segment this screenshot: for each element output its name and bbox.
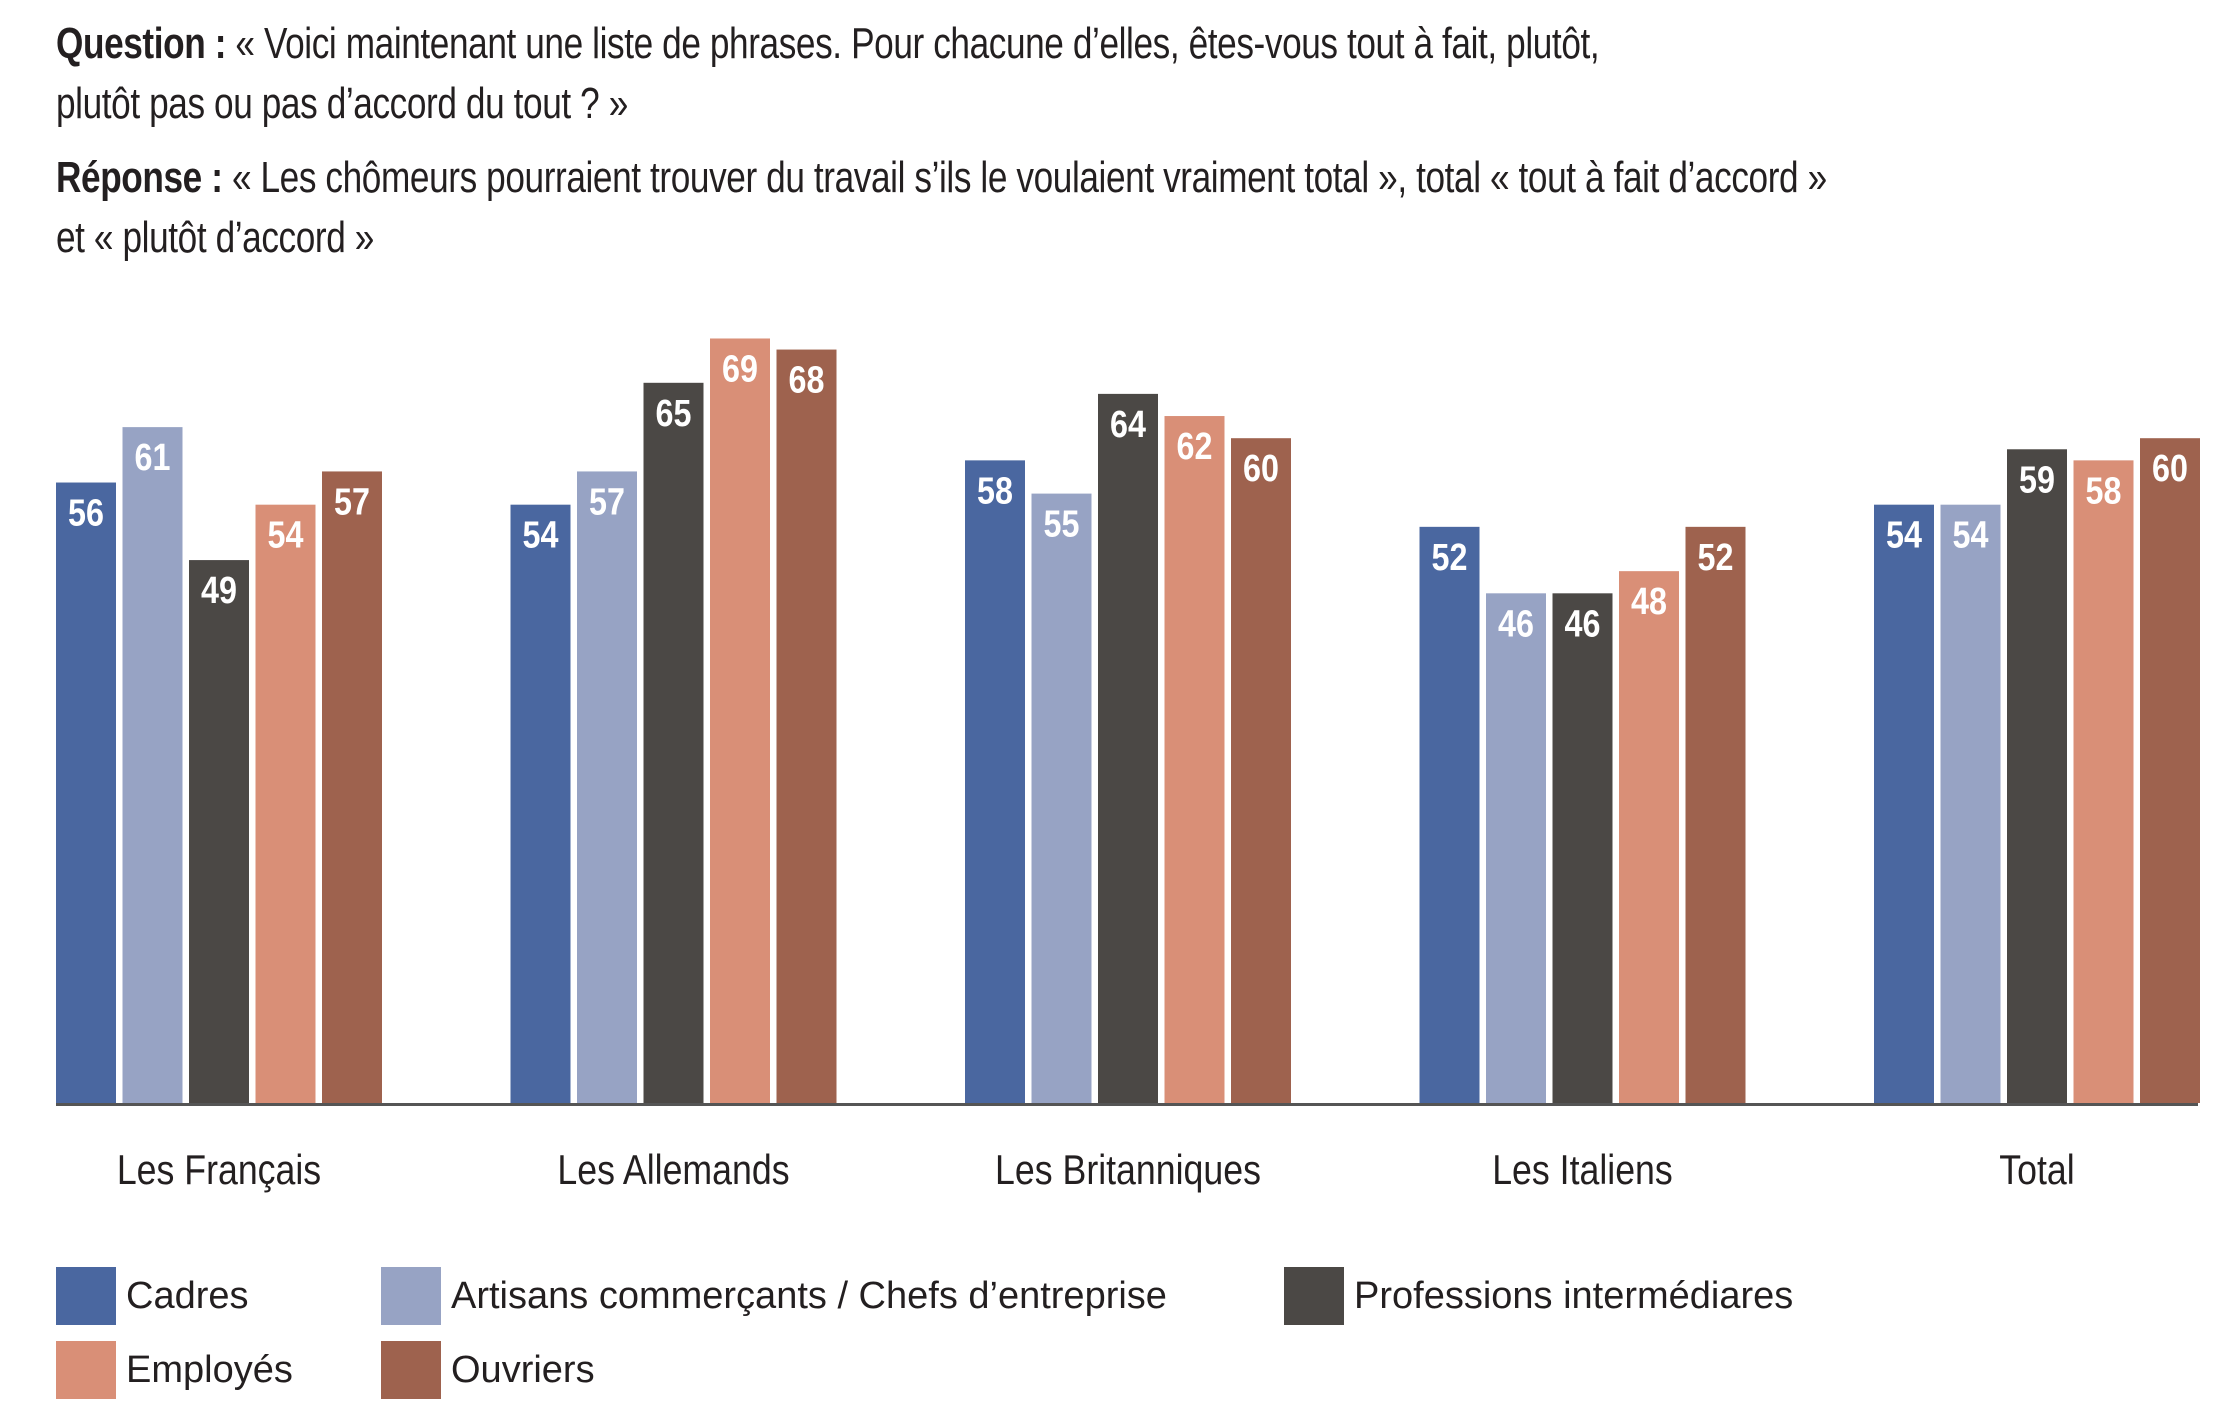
- bar: [776, 349, 837, 1103]
- legend-swatch: [381, 1267, 441, 1325]
- legend-swatch: [1284, 1267, 1344, 1325]
- bar: [1486, 593, 1546, 1103]
- data-label: 62: [1177, 426, 1213, 468]
- bar: [1098, 393, 1158, 1103]
- legend-swatch: [56, 1267, 116, 1325]
- data-label: 57: [589, 481, 625, 523]
- data-label: 65: [656, 392, 692, 434]
- question-label: Question :: [56, 19, 227, 68]
- legend-label: Ouvriers: [451, 1348, 595, 1391]
- bar: [2007, 449, 2067, 1103]
- question-line-2: plutôt pas ou pas d’accord du tout ? »: [56, 79, 628, 128]
- data-label: 49: [201, 570, 237, 612]
- bar: [122, 427, 183, 1103]
- data-label: 64: [1110, 403, 1146, 445]
- legend-label: Artisans commerçants / Chefs d’entrepris…: [451, 1274, 1167, 1317]
- data-label: 54: [268, 514, 304, 556]
- data-label: 54: [523, 514, 559, 556]
- data-label: 52: [1432, 536, 1468, 578]
- data-label: 54: [1886, 514, 1922, 556]
- question-line-1: Question : « Voici maintenant une liste …: [56, 14, 2216, 74]
- data-label: 46: [1498, 603, 1534, 645]
- x-tick-label: Les Britanniques: [995, 1147, 1261, 1193]
- response-label: Réponse :: [56, 153, 223, 202]
- data-label: 60: [1243, 448, 1279, 490]
- bar: [255, 504, 316, 1103]
- data-label: 54: [1953, 514, 1989, 556]
- bar: [510, 504, 571, 1103]
- x-tick-label: Les Italiens: [1492, 1147, 1673, 1193]
- bar: [710, 338, 770, 1104]
- bar: [1552, 593, 1613, 1103]
- bar: [189, 560, 249, 1103]
- bar: [1419, 526, 1480, 1103]
- bar: [965, 460, 1025, 1103]
- bar: [1164, 416, 1225, 1103]
- data-label: 57: [334, 481, 370, 523]
- data-label: 48: [1631, 581, 1667, 623]
- x-tick-label: Les Allemands: [557, 1147, 789, 1193]
- bar: [643, 382, 704, 1103]
- bar: [1619, 571, 1679, 1103]
- bar: [56, 482, 116, 1103]
- bar: [1940, 504, 2001, 1103]
- data-label: 59: [2019, 459, 2055, 501]
- legend-label: Cadres: [126, 1274, 249, 1317]
- legend-swatch: [56, 1341, 116, 1399]
- bar: [322, 471, 382, 1103]
- question-text: « Voici maintenant une liste de phrases.…: [226, 19, 1600, 68]
- data-label: 58: [977, 470, 1013, 512]
- data-label: 68: [789, 359, 825, 401]
- bar: [1685, 526, 1746, 1103]
- response-line-2: et « plutôt d’accord »: [56, 213, 374, 262]
- legend-item: Ouvriers: [381, 1340, 595, 1400]
- legend-item: Cadres: [56, 1266, 249, 1326]
- bar: [1231, 438, 1291, 1103]
- data-label: 46: [1565, 603, 1601, 645]
- bar: [2140, 438, 2200, 1103]
- data-label: 58: [2086, 470, 2122, 512]
- bar: [1031, 493, 1092, 1104]
- legend-label: Professions intermédiares: [1354, 1274, 1794, 1317]
- data-label: 61: [135, 437, 171, 479]
- bar: [1874, 504, 1934, 1103]
- data-label: 55: [1044, 503, 1080, 545]
- x-tick-label: Les Français: [117, 1147, 321, 1193]
- legend-item: Professions intermédiares: [1284, 1266, 1793, 1326]
- chart-title: Question : « Voici maintenant une liste …: [56, 14, 2216, 268]
- x-tick-label: Total: [1999, 1147, 2074, 1193]
- bar: [577, 471, 637, 1103]
- data-label: 69: [722, 348, 758, 390]
- data-label: 52: [1698, 536, 1734, 578]
- legend-swatch: [381, 1341, 441, 1399]
- data-label: 60: [2152, 448, 2188, 490]
- data-label: 56: [68, 492, 104, 534]
- legend-item: Artisans commerçants / Chefs d’entrepris…: [381, 1266, 1167, 1326]
- legend-label: Employés: [126, 1348, 293, 1391]
- response-line-1: Réponse : « Les chômeurs pourraient trou…: [56, 148, 2216, 208]
- response-text: « Les chômeurs pourraient trouver du tra…: [222, 153, 1827, 202]
- legend-item: Employés: [56, 1340, 293, 1400]
- bar: [2073, 460, 2134, 1103]
